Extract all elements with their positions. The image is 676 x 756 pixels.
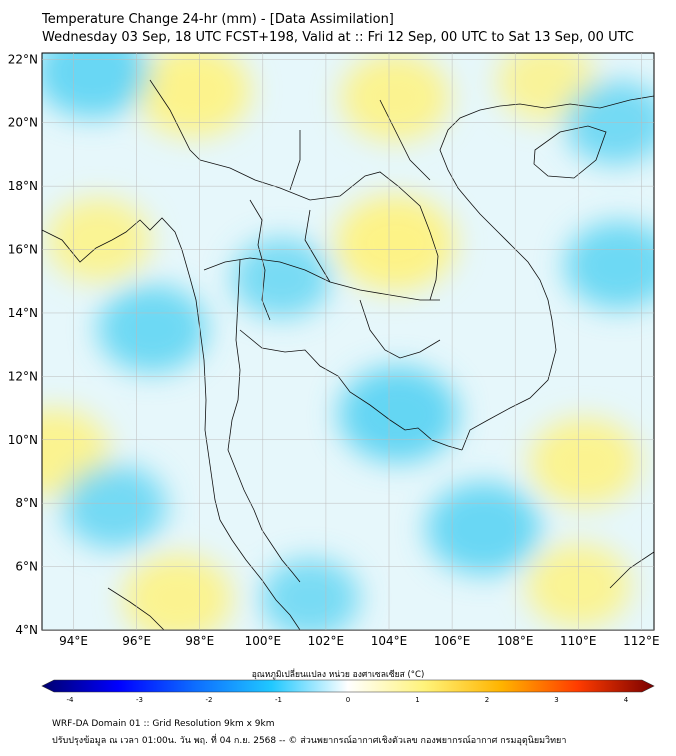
coastlines-and-borders (42, 79, 654, 630)
lon-label: 104°E (371, 634, 408, 648)
map-title: Temperature Change 24-hr (mm) - [Data As… (42, 12, 394, 27)
colorbar-tick: 1 (415, 696, 419, 704)
cool-anomaly-17 (260, 558, 360, 630)
colorbar-gradient (41, 679, 655, 693)
lat-label: 12°N (8, 369, 38, 383)
lon-label: 110°E (560, 634, 597, 648)
lat-label: 4°N (15, 623, 38, 637)
colorbar-tick: -4 (67, 696, 75, 704)
colorbar-tick: 0 (346, 696, 350, 704)
lat-label: 18°N (8, 179, 38, 193)
cool-anomaly-11 (338, 366, 459, 463)
cool-anomaly-9 (42, 53, 150, 119)
lat-label: 22°N (8, 52, 38, 66)
colorbar-tick: 3 (554, 696, 558, 704)
lon-label: 108°E (497, 634, 534, 648)
cool-anomaly-13 (564, 221, 654, 310)
graticule (42, 53, 654, 630)
warm-anomaly-0 (136, 53, 251, 138)
lon-label: 106°E (434, 634, 471, 648)
warm-anomaly-1 (335, 195, 456, 292)
lat-label: 20°N (8, 116, 38, 130)
longitude-labels: 94°E 96°E 98°E 100°E 102°E 104°E 106°E 108°E 110… (59, 634, 660, 648)
warm-anomaly-4 (46, 198, 151, 283)
temperature-field (42, 53, 654, 630)
lat-label: 16°N (8, 243, 38, 257)
colorbar-tick: 2 (485, 696, 489, 704)
colorbar-label: อุณหภูมิเปลี่ยนแปลง หน่วย องศาเซลเซียส (… (251, 670, 425, 680)
map-subtitle: Wednesday 03 Sep, 18 UTC FCST+198, Valid… (42, 30, 634, 45)
lon-label: 96°E (122, 634, 151, 648)
lat-label: 8°N (15, 496, 38, 510)
colorbar-tick: -3 (136, 696, 143, 704)
footer-model-info: WRF-DA Domain 01 :: Grid Resolution 9km … (52, 719, 275, 729)
colorbar-tick: 4 (624, 696, 629, 704)
warm-anomaly-2 (340, 53, 451, 142)
lon-label: 100°E (245, 634, 282, 648)
cool-anomaly-16 (232, 238, 332, 319)
colorbar: -4 -3 -2 -1 0 1 2 3 4 (41, 679, 655, 704)
warm-anomaly-7 (122, 554, 233, 630)
lat-label: 10°N (8, 433, 38, 447)
lat-label: 6°N (15, 560, 38, 574)
latitude-labels: 22°N 20°N 18°N 16°N 14°N 12°N 10°N 8°N 6°N 4°N (8, 52, 38, 637)
footer-credit: ปรับปรุงข้อมูล ณ เวลา 01:00น. วัน พฤ. ที… (52, 736, 567, 746)
cool-anomaly-10 (97, 284, 208, 373)
lon-label: 94°E (59, 634, 88, 648)
cool-anomaly-15 (62, 464, 167, 549)
warm-anomaly-6 (529, 417, 640, 506)
colorbar-tick: -1 (275, 696, 282, 704)
cool-anomaly-12 (426, 482, 542, 575)
colorbar-tick: -2 (206, 696, 213, 704)
lon-label: 98°E (185, 634, 214, 648)
lon-label: 112°E (623, 634, 660, 648)
lat-label: 14°N (8, 306, 38, 320)
lon-label: 102°E (308, 634, 345, 648)
